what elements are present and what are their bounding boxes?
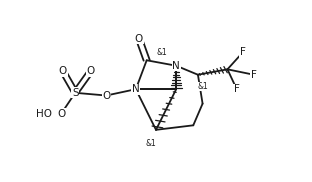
Text: HO: HO [36,109,52,119]
Text: N: N [132,84,140,94]
Text: O: O [87,66,95,76]
Text: &1: &1 [197,82,208,91]
Text: F: F [234,84,240,94]
Text: F: F [251,70,257,80]
Text: O: O [102,90,110,100]
Text: O: O [135,34,143,44]
Text: S: S [72,88,79,98]
Text: F: F [240,47,246,57]
Text: N: N [172,61,180,71]
Text: O: O [57,109,66,119]
Text: &1: &1 [146,139,157,148]
Text: &1: &1 [157,48,168,57]
Text: O: O [59,66,67,76]
